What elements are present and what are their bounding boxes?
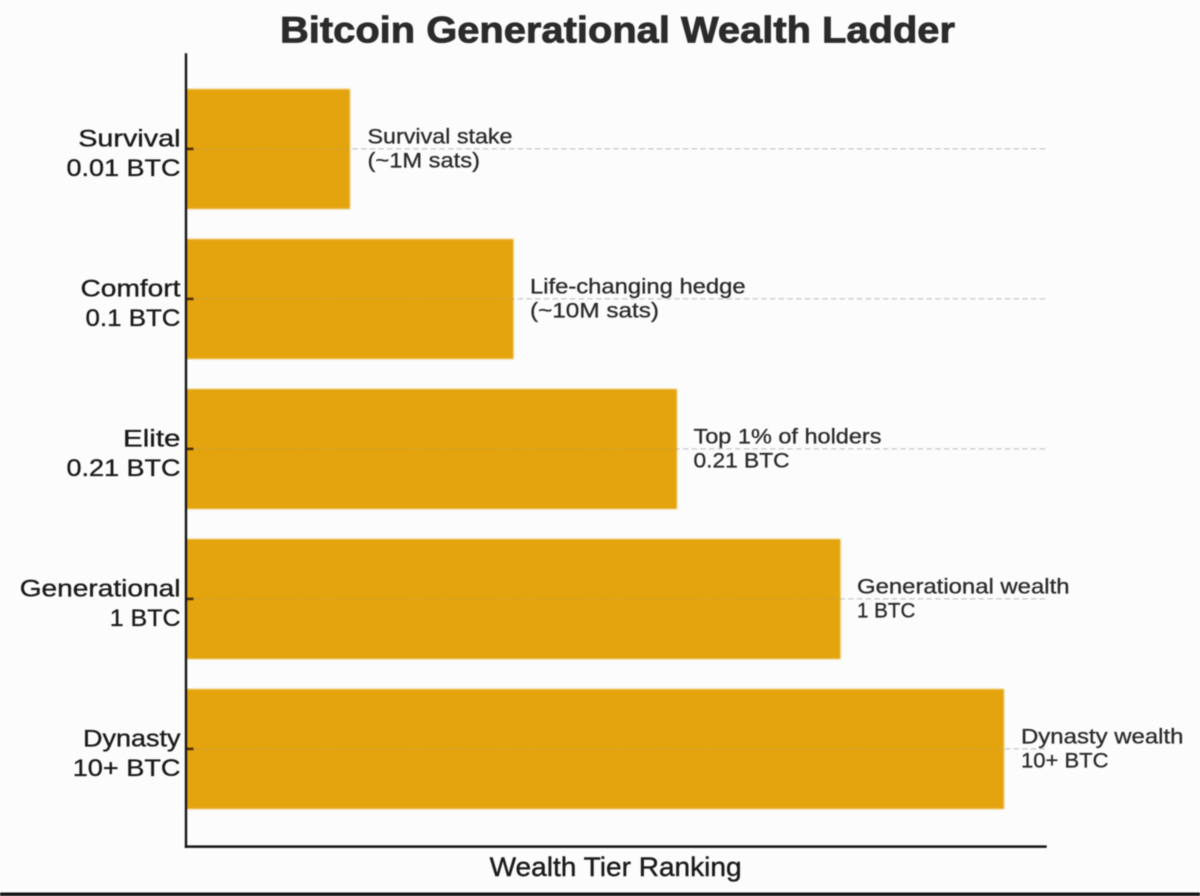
svg-text:(~1M sats): (~1M sats)	[368, 149, 481, 172]
svg-text:(~10M sats): (~10M sats)	[530, 299, 659, 322]
svg-text:Generational wealth: Generational wealth	[857, 575, 1070, 598]
svg-text:Comfort: Comfort	[81, 276, 181, 303]
svg-text:Dynasty: Dynasty	[83, 726, 181, 753]
svg-text:Elite: Elite	[123, 426, 181, 453]
svg-text:Dynasty wealth: Dynasty wealth	[1021, 725, 1184, 748]
svg-text:0.21 BTC: 0.21 BTC	[694, 449, 790, 472]
svg-text:Life-changing hedge: Life-changing hedge	[530, 275, 746, 298]
svg-text:Top 1% of holders: Top 1% of holders	[694, 425, 882, 448]
svg-text:1 BTC: 1 BTC	[857, 599, 915, 622]
svg-text:Generational: Generational	[20, 576, 181, 603]
svg-text:10+ BTC: 10+ BTC	[73, 755, 181, 782]
svg-text:10+ BTC: 10+ BTC	[1021, 749, 1109, 772]
svg-text:Survival stake: Survival stake	[368, 125, 513, 148]
svg-text:Bitcoin Generational Wealth La: Bitcoin Generational Wealth Ladder	[280, 10, 955, 51]
svg-text:0.01 BTC: 0.01 BTC	[67, 155, 181, 182]
svg-text:Survival: Survival	[78, 126, 180, 153]
svg-text:0.1 BTC: 0.1 BTC	[86, 305, 181, 332]
svg-text:Wealth Tier Ranking: Wealth Tier Ranking	[490, 852, 742, 882]
svg-text:1 BTC: 1 BTC	[110, 605, 181, 632]
svg-text:0.21 BTC: 0.21 BTC	[67, 455, 181, 482]
